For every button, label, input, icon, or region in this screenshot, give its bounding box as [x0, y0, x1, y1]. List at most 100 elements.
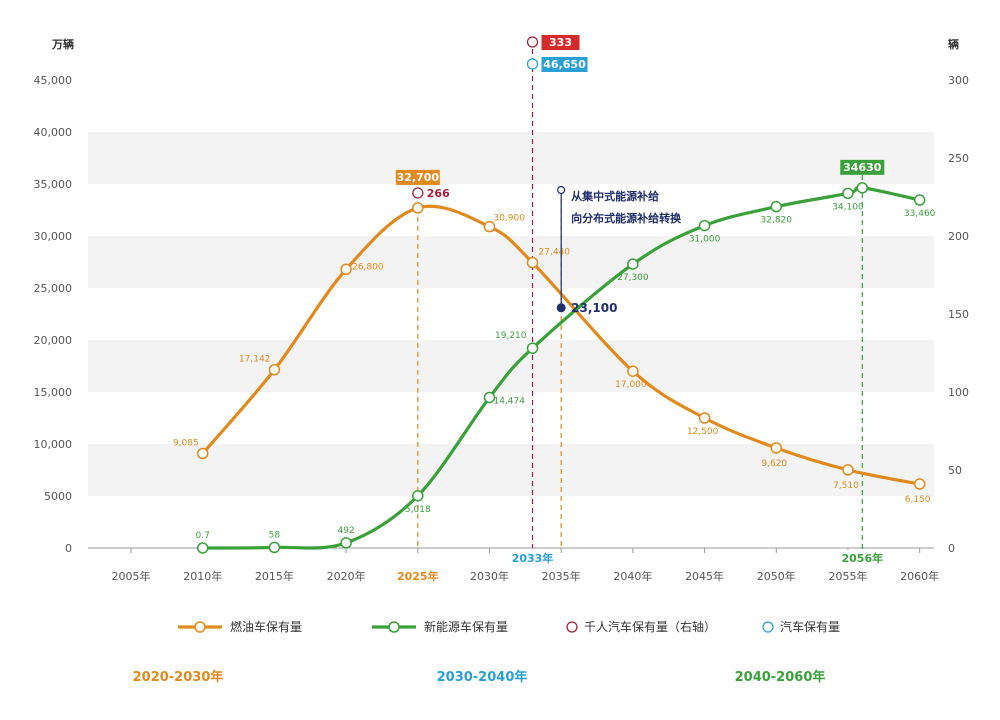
grid-band	[88, 236, 934, 288]
data-point	[698, 219, 711, 232]
data-point	[627, 258, 639, 270]
period-label: 2040-2060年	[735, 669, 826, 685]
per-thousand-marker	[526, 36, 539, 48]
data-label: 30,900	[493, 214, 525, 224]
legend-label: 汽车保有量	[780, 619, 840, 634]
per-thousand-2025-marker	[412, 187, 424, 199]
crossover-point	[556, 303, 566, 313]
data-label: 27,300	[617, 273, 649, 283]
right-axis-tick-label: 150	[948, 308, 969, 321]
grid-band	[88, 444, 934, 496]
data-point	[483, 391, 496, 404]
left-axis-tick-label: 15,000	[34, 386, 73, 399]
data-point	[526, 342, 539, 354]
data-point	[627, 365, 639, 377]
peak-badge-fuel	[395, 169, 440, 185]
left-axis-tick-label: 30,000	[34, 230, 73, 243]
left-axis-unit: 万辆	[51, 37, 74, 51]
crossover-note-marker	[557, 185, 566, 195]
crossover-value-label: 23,100	[571, 301, 617, 315]
data-point	[842, 464, 854, 476]
data-point	[913, 194, 926, 206]
legend-swatch-marker	[566, 621, 578, 633]
left-axis-tick-label: 45,000	[34, 74, 73, 87]
data-point	[340, 537, 352, 549]
right-axis-tick-label: 100	[948, 386, 969, 399]
grid-band	[88, 132, 934, 184]
peak-badge-fuel-text: 32,700	[397, 171, 440, 184]
x-axis-tick-label: 2060年	[900, 569, 939, 583]
left-axis-tick-label: 40,000	[34, 126, 73, 139]
per-thousand-2025-label: 266	[427, 187, 450, 200]
data-label: 26,800	[352, 262, 384, 272]
per-thousand-badge	[541, 35, 580, 50]
left-axis-tick-label: 25,000	[34, 282, 73, 295]
per-thousand-badge-text: 333	[549, 36, 572, 49]
legend-label: 千人汽车保有量（右轴）	[584, 619, 716, 634]
x-axis-tick-label: 2030年	[470, 569, 509, 583]
total-vehicles-marker	[526, 58, 539, 70]
x-axis-tick-label: 2045年	[685, 569, 724, 583]
legend-label: 燃油车保有量	[230, 619, 302, 634]
x-axis-tick-label: 2010年	[183, 569, 222, 583]
vertical-marker-label: 2033年	[512, 551, 554, 565]
right-axis-tick-label: 200	[948, 230, 969, 243]
right-axis-tick-label: 0	[948, 542, 955, 555]
data-point	[340, 263, 352, 276]
data-label: 31,000	[689, 235, 721, 245]
x-axis-tick-label: 2005年	[112, 569, 151, 583]
peak-badge-nev-text: 34630	[843, 161, 882, 174]
x-axis-tick-label: 2035年	[542, 569, 581, 583]
crossover-note-line-1: 从集中式能源补给	[571, 189, 659, 203]
total-vehicles-badge	[541, 57, 588, 72]
left-axis-tick-label: 10,000	[34, 438, 73, 451]
data-point	[412, 490, 424, 502]
legend-swatch-marker	[194, 621, 206, 633]
period-label: 2030-2040年	[437, 669, 528, 685]
legend-label: 新能源车保有量	[424, 619, 508, 634]
left-axis-tick-label: 0	[65, 542, 72, 555]
vertical-marker-label-bg	[514, 550, 551, 566]
data-point	[483, 220, 496, 233]
data-point	[526, 256, 539, 269]
legend-swatch-marker	[762, 621, 774, 633]
x-axis-tick-label: 2040年	[613, 569, 652, 583]
x-axis-tick-label: 2020年	[327, 569, 366, 583]
data-label: 14,474	[493, 396, 525, 406]
data-point	[913, 478, 926, 490]
data-label: 33,460	[904, 209, 936, 219]
right-axis-tick-label: 250	[948, 152, 969, 165]
data-point	[698, 412, 711, 424]
x-axis-tick-label: 2055年	[828, 569, 867, 583]
data-label: 17,000	[615, 380, 647, 390]
data-point	[412, 202, 424, 214]
vertical-marker-label: 2056年	[841, 551, 883, 565]
data-label: 34,100	[832, 202, 864, 212]
data-label: 12,500	[687, 427, 719, 437]
data-point	[196, 542, 209, 554]
period-label: 2020-2030年	[133, 669, 224, 685]
legend-swatch-marker	[388, 621, 400, 633]
data-label: 7,510	[833, 481, 859, 491]
crossover-note-line-2: 向分布式能源补给转换	[571, 211, 682, 225]
x-axis-tick-label: 2025年	[397, 569, 439, 583]
right-axis-tick-label: 300	[948, 74, 969, 87]
data-label: 5,018	[405, 505, 431, 515]
grid-band	[88, 340, 934, 392]
right-axis-tick-label: 50	[948, 464, 962, 477]
data-label: 9,620	[761, 459, 787, 469]
left-axis-tick-label: 35,000	[34, 178, 73, 191]
data-point	[196, 447, 209, 460]
left-axis-tick-label: 5000	[44, 490, 72, 503]
data-point	[770, 200, 783, 213]
data-label: 0.7	[196, 531, 210, 541]
peak-badge-nev	[840, 159, 885, 175]
data-label: 492	[338, 526, 355, 536]
total-vehicles-badge-text: 46,650	[543, 58, 586, 71]
data-label: 17,142	[239, 355, 271, 365]
data-point	[842, 187, 854, 200]
data-label: 27,440	[539, 248, 571, 258]
data-point	[268, 363, 281, 376]
data-point	[856, 182, 869, 194]
